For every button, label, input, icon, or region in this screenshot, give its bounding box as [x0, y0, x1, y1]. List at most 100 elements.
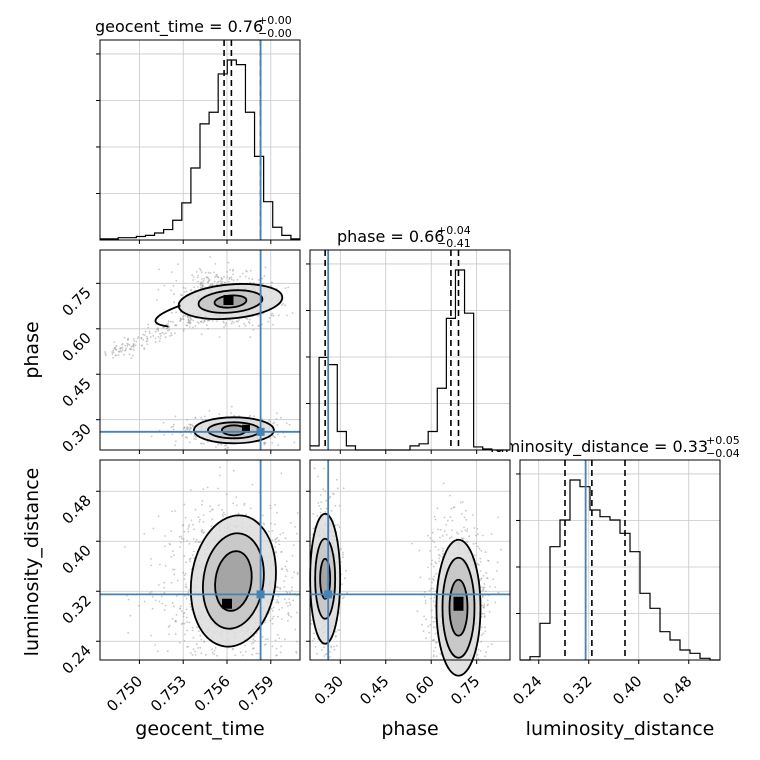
scatter-luminosity-distance-vs-geocent-time-pt-22: [243, 504, 246, 506]
scatter-luminosity-distance-vs-geocent-time-pt-165: [297, 573, 299, 575]
scatter-phase-vs-geocent-time-a2-pt-94: [244, 275, 247, 278]
scatter-phase-vs-geocent-time-tail-pt-41: [115, 345, 118, 347]
scatter-luminosity-distance-vs-geocent-time-pt-416: [186, 621, 188, 623]
scatter-luminosity-distance-vs-phase-a-pt-150: [330, 510, 333, 512]
scatter-luminosity-distance-vs-geocent-time-pt-504: [213, 649, 216, 652]
scatter-luminosity-distance-vs-phase-a-pt-339: [319, 494, 322, 496]
scatter-phase-vs-geocent-time-tail-pt-36: [142, 333, 145, 336]
scatter-luminosity-distance-vs-phase-b-pt-21: [480, 549, 483, 552]
scatter-luminosity-distance-vs-geocent-time-pt-646: [143, 533, 146, 535]
scatter-phase-vs-geocent-time-tail-pt-141: [165, 323, 168, 326]
scatter-luminosity-distance-vs-geocent-time-xtick-label-2: 0.756: [191, 672, 234, 715]
scatter-phase-vs-geocent-time-a-pt-376: [231, 320, 234, 323]
scatter-luminosity-distance-vs-geocent-time-pt-157: [194, 541, 197, 543]
scatter-luminosity-distance-vs-geocent-time-contour-2: [214, 550, 253, 612]
scatter-luminosity-distance-vs-phase-a-pt-427: [317, 475, 319, 478]
scatter-luminosity-distance-vs-geocent-time-pt-829: [275, 654, 277, 657]
scatter-phase-vs-geocent-time-tail-pt-49: [196, 321, 199, 323]
hist-luminosity-distance: 0.24 0.32 0.40 0.48: [509, 459, 721, 708]
scatter-luminosity-distance-vs-geocent-time-pt-336: [183, 578, 186, 580]
scatter-luminosity-distance-vs-phase-b-pt-746: [481, 534, 484, 537]
scatter-luminosity-distance-vs-phase-b-pt-632: [433, 515, 436, 518]
scatter-luminosity-distance-vs-geocent-time-pt-50: [257, 652, 260, 655]
scatter-phase-vs-geocent-time-a2-pt-82: [217, 276, 219, 278]
scatter-luminosity-distance-vs-geocent-time-pt-970: [280, 551, 283, 553]
scatter-phase-vs-geocent-time-a2-pt-76: [197, 274, 200, 277]
scatter-luminosity-distance-vs-geocent-time-pt-698: [283, 598, 286, 600]
scatter-phase-vs-geocent-time-tail-pt-165: [166, 327, 169, 330]
scatter-phase-vs-geocent-time-a2-pt-89: [209, 272, 212, 275]
scatter-luminosity-distance-vs-geocent-time-pt-932: [277, 601, 280, 604]
scatter-phase-vs-geocent-time-tail-pt-153: [203, 320, 206, 323]
scatter-phase-vs-geocent-time-b-pt-149: [293, 441, 296, 444]
scatter-phase-vs-geocent-time-a-pt-148: [223, 275, 225, 278]
scatter-luminosity-distance-vs-phase-b-pt-93: [482, 586, 484, 589]
scatter-phase-vs-geocent-time-tail-pt-114: [186, 315, 189, 318]
scatter-luminosity-distance-vs-phase-b-pt-532: [468, 535, 471, 538]
scatter-phase-vs-geocent-time-b-pt-405: [249, 414, 251, 417]
scatter-luminosity-distance-vs-phase-b-pt-429: [424, 591, 426, 593]
scatter-phase-vs-geocent-time-tail-pt-136: [126, 342, 129, 345]
scatter-luminosity-distance-vs-phase-a-pt-328: [334, 505, 337, 507]
scatter-phase-vs-geocent-time-b-pt-414: [276, 424, 279, 426]
scatter-luminosity-distance-vs-phase-b-pt-620: [442, 547, 444, 550]
scatter-phase-vs-geocent-time-tail-pt-100: [190, 318, 193, 320]
scatter-luminosity-distance-vs-phase-xtick-label-2: 0.60: [402, 672, 438, 708]
scatter-phase-vs-geocent-time-a2-pt-90: [232, 273, 234, 276]
scatter-luminosity-distance-vs-geocent-time-pt-145: [255, 652, 258, 655]
scatter-phase-vs-geocent-time-a-pt-14: [249, 336, 252, 339]
x-axis-label-luminosity-distance: luminosity_distance: [526, 718, 715, 740]
scatter-luminosity-distance-vs-phase-b-pt-954: [483, 612, 486, 615]
scatter-phase-vs-geocent-time-ytick-label-3: 0.75: [58, 283, 94, 319]
scatter-luminosity-distance-vs-geocent-time-pt-257: [239, 651, 242, 654]
scatter-phase-vs-geocent-time-a2-pt-46: [249, 269, 252, 272]
scatter-phase-vs-geocent-time-tail-pt-66: [123, 353, 125, 356]
scatter-luminosity-distance-vs-phase-a-pt-405: [337, 524, 339, 526]
scatter-luminosity-distance-vs-phase-b-pt-970: [461, 513, 463, 515]
scatter-luminosity-distance-vs-geocent-time-pt-307: [180, 535, 183, 538]
scatter-luminosity-distance-vs-phase-b-pt-860: [487, 559, 489, 562]
scatter-phase-vs-geocent-time-tail-pt-99: [174, 332, 176, 335]
scatter-phase-vs-geocent-time-a-pt-58: [237, 320, 239, 323]
scatter-luminosity-distance-vs-phase-b-pt-376: [497, 591, 500, 594]
scatter-luminosity-distance-vs-geocent-time-xtick-label-1: 0.753: [147, 672, 190, 715]
scatter-phase-vs-geocent-time-tail-pt-133: [113, 341, 116, 344]
scatter-luminosity-distance-vs-geocent-time-pt-762: [287, 619, 289, 622]
scatter-phase-vs-geocent-time-b-pt-319: [253, 415, 256, 418]
scatter-phase-vs-geocent-time-a2-pt-15: [226, 276, 229, 278]
scatter-phase-vs-geocent-time-a-pt-492: [201, 271, 203, 274]
scatter-phase-vs-geocent-time-tail-pt-37: [134, 344, 137, 347]
scatter-phase-vs-geocent-time-tail-pt-51: [149, 336, 152, 338]
scatter-luminosity-distance-vs-phase-a-pt-45: [319, 508, 322, 510]
scatter-luminosity-distance-vs-geocent-time-pt-316: [234, 654, 237, 657]
scatter-phase-vs-geocent-time-b-pt-150: [184, 429, 187, 432]
scatter-phase-vs-geocent-time-a2-pt-9: [216, 281, 219, 284]
scatter-phase-vs-geocent-time-b-pt-36: [172, 425, 175, 428]
scatter-phase-vs-geocent-time-a2-pt-92: [220, 278, 223, 280]
scatter-phase-vs-geocent-time-tail-pt-126: [129, 347, 132, 350]
scatter-phase-vs-geocent-time-b-pt-401: [163, 433, 166, 436]
scatter-luminosity-distance-vs-geocent-time-pt-358: [285, 602, 288, 604]
scatter-luminosity-distance-vs-geocent-time-pt-806: [179, 605, 182, 607]
scatter-phase-vs-geocent-time-a-pt-1: [211, 320, 214, 322]
scatter-phase-vs-geocent-time-tail-pt-64: [160, 335, 162, 337]
scatter-luminosity-distance-vs-geocent-time-pt-33: [222, 515, 225, 518]
scatter-luminosity-distance-vs-geocent-time-pt-510: [271, 539, 274, 542]
scatter-phase-vs-geocent-time-b-pt-221: [201, 418, 204, 421]
scatter-luminosity-distance-vs-phase-a-pt-139: [328, 656, 331, 659]
scatter-phase-vs-geocent-time-tail-pt-118: [188, 316, 191, 318]
scatter-phase-vs-geocent-time-tail-pt-132: [127, 337, 129, 340]
scatter-luminosity-distance-vs-geocent-time-pt-637: [150, 558, 152, 560]
scatter-luminosity-distance-vs-phase-border: [309, 459, 511, 661]
scatter-luminosity-distance-vs-geocent-time-pt-850: [176, 579, 179, 582]
scatter-luminosity-distance-vs-phase-b-pt-987: [483, 583, 486, 585]
scatter-phase-vs-geocent-time-b-pt-137: [215, 446, 217, 448]
scatter-luminosity-distance-vs-geocent-time-pt-255: [178, 641, 181, 644]
scatter-luminosity-distance-vs-geocent-time-pt-388: [245, 650, 247, 653]
scatter-luminosity-distance-vs-geocent-time-pt-985: [151, 607, 154, 610]
scatter-phase-vs-geocent-time-a-pt-345: [284, 287, 287, 289]
scatter-luminosity-distance-vs-geocent-time-pt-505: [221, 513, 224, 516]
scatter-luminosity-distance-vs-geocent-time-pt-403: [127, 632, 130, 634]
scatter-phase-vs-geocent-time-a-pt-108: [252, 282, 255, 284]
scatter-luminosity-distance-vs-geocent-time-pt-522: [252, 638, 255, 641]
